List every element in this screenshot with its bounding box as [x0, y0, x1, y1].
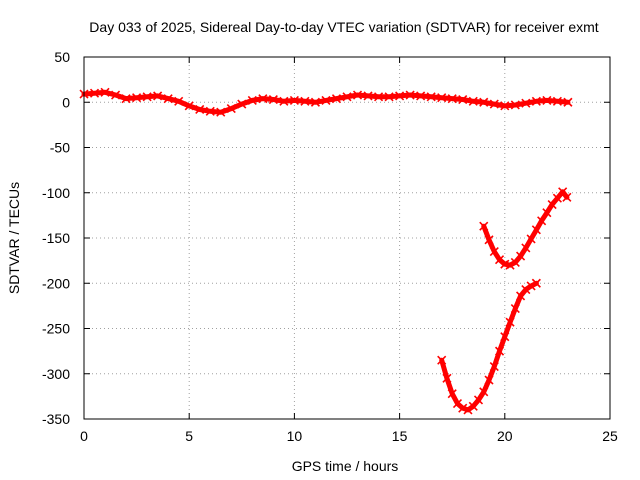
data-point — [521, 285, 531, 295]
y-tick-label: 50 — [54, 49, 70, 65]
data-point — [342, 92, 352, 102]
x-tick-label: 15 — [392, 428, 408, 444]
data-point — [542, 208, 552, 218]
data-point — [489, 361, 499, 372]
data-point — [437, 355, 447, 365]
data-point — [531, 96, 541, 106]
data-point — [352, 90, 363, 100]
data-point — [405, 90, 415, 100]
x-tick-label: 10 — [287, 428, 303, 444]
data-point — [526, 281, 536, 291]
data-point — [395, 91, 405, 101]
y-tick-label: -100 — [42, 185, 70, 201]
data-point — [321, 95, 331, 106]
data-plot-area — [79, 87, 573, 415]
data-point — [132, 93, 142, 103]
data-point — [300, 96, 310, 106]
data-point — [310, 97, 321, 107]
data-point — [558, 187, 568, 197]
data-point — [174, 96, 184, 106]
data-point — [468, 96, 478, 106]
data-point — [458, 403, 468, 413]
y-tick-label: -150 — [42, 230, 70, 246]
data-point — [521, 243, 531, 253]
data-point — [510, 100, 520, 110]
data-point — [226, 104, 236, 114]
data-point — [562, 192, 572, 202]
data-point — [363, 91, 373, 101]
data-point — [531, 278, 541, 288]
data-point — [426, 92, 436, 102]
data-point — [89, 88, 100, 98]
data-point — [510, 304, 520, 314]
data-point — [489, 99, 499, 109]
data-point — [479, 97, 489, 107]
data-point — [121, 94, 131, 104]
data-point — [500, 332, 510, 342]
data-point — [437, 93, 447, 103]
x-axis-title: GPS time / hours — [292, 458, 399, 474]
data-point — [142, 92, 152, 102]
data-point — [458, 94, 468, 105]
data-point — [489, 247, 499, 257]
data-point — [479, 221, 489, 231]
data-point — [563, 97, 573, 107]
data-point — [552, 96, 562, 106]
data-point — [494, 346, 505, 356]
data-point — [100, 87, 110, 97]
data-point — [258, 94, 268, 104]
x-tick-label: 20 — [497, 428, 513, 444]
grid — [84, 57, 610, 419]
x-tick-label: 5 — [185, 428, 193, 444]
data-point — [500, 101, 510, 111]
data-point — [153, 91, 163, 101]
y-tick-label: -200 — [42, 275, 70, 291]
y-tick-label: 0 — [62, 94, 70, 110]
data-point — [442, 373, 452, 383]
data-point — [237, 99, 247, 109]
data-point — [484, 235, 494, 245]
data-point — [537, 216, 547, 226]
x-tick-label: 0 — [80, 428, 88, 444]
data-point — [416, 91, 426, 101]
data-point — [526, 234, 536, 244]
y-tick-label: -250 — [42, 321, 70, 337]
data-point — [195, 104, 205, 115]
data-point — [542, 95, 552, 106]
chart-title: Day 033 of 2025, Sidereal Day-to-day VTE… — [89, 19, 598, 35]
x-tick-label: 25 — [602, 428, 618, 444]
data-point — [463, 405, 473, 415]
data-point — [447, 389, 457, 399]
data-point — [384, 92, 394, 102]
axes: 0 5 10 15 20 25 -350 -300 -250 -200 -150 -100 -50 0 50 — [42, 49, 618, 444]
data-point — [163, 94, 173, 104]
data-point — [373, 92, 384, 102]
data-point — [521, 98, 531, 108]
data-point — [531, 225, 541, 235]
data-point — [279, 96, 289, 106]
data-point — [505, 260, 515, 270]
data-point — [205, 106, 215, 116]
data-point — [331, 94, 342, 104]
data-point — [473, 395, 484, 405]
data-point — [184, 101, 194, 111]
data-point — [110, 90, 121, 100]
y-tick-label: -50 — [50, 140, 70, 156]
y-tick-label: -350 — [42, 411, 70, 427]
y-axis-title: SDTVAR / TECUs — [6, 182, 22, 294]
data-point — [479, 387, 489, 397]
data-point — [268, 94, 278, 105]
y-tick-label: -300 — [42, 366, 70, 382]
data-point — [447, 94, 457, 104]
data-point — [289, 95, 299, 106]
data-point — [516, 251, 526, 261]
data-point — [247, 95, 257, 106]
data-point — [484, 375, 494, 385]
data-point — [505, 317, 515, 327]
data-point — [216, 107, 226, 117]
